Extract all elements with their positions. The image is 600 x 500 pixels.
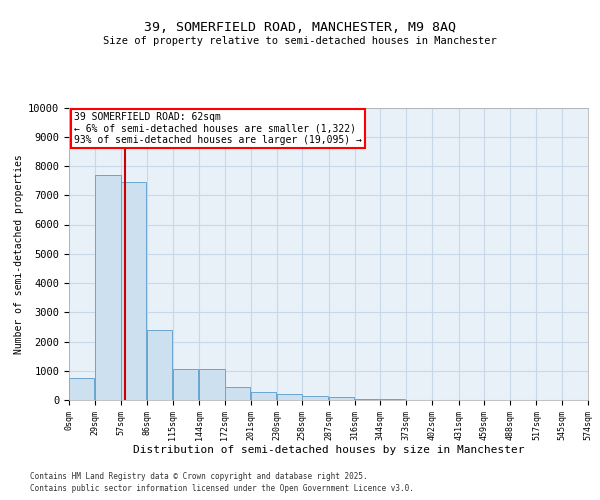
Bar bbox=[95, 175, 121, 400]
Bar bbox=[251, 392, 276, 400]
Y-axis label: Number of semi-detached properties: Number of semi-detached properties bbox=[14, 154, 24, 354]
Bar bbox=[277, 394, 302, 400]
Bar bbox=[69, 378, 94, 400]
Bar bbox=[199, 370, 224, 400]
Text: Size of property relative to semi-detached houses in Manchester: Size of property relative to semi-detach… bbox=[103, 36, 497, 46]
Bar bbox=[380, 399, 406, 400]
Bar bbox=[173, 370, 198, 400]
X-axis label: Distribution of semi-detached houses by size in Manchester: Distribution of semi-detached houses by … bbox=[133, 446, 524, 456]
Bar bbox=[224, 387, 250, 400]
Bar bbox=[329, 397, 354, 400]
Text: 39 SOMERFIELD ROAD: 62sqm
← 6% of semi-detached houses are smaller (1,322)
93% o: 39 SOMERFIELD ROAD: 62sqm ← 6% of semi-d… bbox=[74, 112, 362, 145]
Bar bbox=[147, 330, 172, 400]
Text: Contains HM Land Registry data © Crown copyright and database right 2025.: Contains HM Land Registry data © Crown c… bbox=[30, 472, 368, 481]
Bar bbox=[355, 398, 380, 400]
Bar bbox=[121, 182, 146, 400]
Text: 39, SOMERFIELD ROAD, MANCHESTER, M9 8AQ: 39, SOMERFIELD ROAD, MANCHESTER, M9 8AQ bbox=[144, 21, 456, 34]
Bar bbox=[302, 396, 328, 400]
Text: Contains public sector information licensed under the Open Government Licence v3: Contains public sector information licen… bbox=[30, 484, 414, 493]
